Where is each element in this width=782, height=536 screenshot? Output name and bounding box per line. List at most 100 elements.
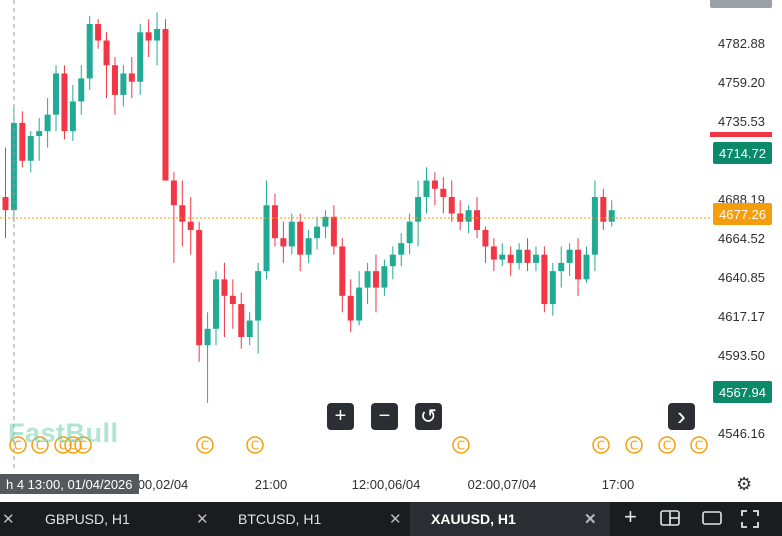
- candle-body: [297, 221, 304, 255]
- time-tick-label: 17:00: [602, 477, 635, 492]
- candle-body: [27, 136, 34, 161]
- candle-body: [431, 180, 438, 189]
- price-tick-label: 4593.50: [718, 348, 765, 363]
- economic-event-icon[interactable]: [592, 436, 610, 454]
- candle-body: [187, 221, 194, 230]
- candle-body: [221, 279, 228, 296]
- price-tick-label: 4640.85: [718, 270, 765, 285]
- candle-body: [381, 266, 388, 288]
- candle-body: [213, 279, 219, 329]
- economic-event-icon[interactable]: [31, 436, 49, 454]
- candle-body: [499, 254, 506, 260]
- candle-body: [314, 226, 321, 239]
- candle-body: [490, 246, 497, 260]
- candle-body: [238, 304, 245, 338]
- candle-body: [406, 221, 413, 244]
- candle-body: [61, 73, 68, 132]
- economic-event-glyph: C: [663, 439, 671, 453]
- price-tick-label: 4617.17: [718, 309, 765, 324]
- fastbull-logo: FastBull: [8, 418, 119, 448]
- tab-label: GBPUSD, H1: [45, 511, 130, 527]
- candle-body: [356, 287, 363, 321]
- fullscreen-icon[interactable]: [741, 510, 759, 531]
- time-tick-label: 21:00: [255, 477, 288, 492]
- candle-body: [170, 180, 177, 206]
- price-tick-label: 4546.16: [718, 426, 765, 441]
- low-price-badge: 4567.94: [713, 381, 772, 403]
- candle-body: [389, 254, 396, 267]
- candle-body: [524, 249, 531, 263]
- candle-body: [541, 254, 548, 305]
- economic-event-icon[interactable]: [452, 436, 470, 454]
- candle-body: [128, 73, 135, 82]
- candle-body: [53, 73, 60, 115]
- scroll-right-button[interactable]: ›: [668, 401, 695, 431]
- add-tab-icon[interactable]: +: [624, 504, 637, 529]
- candle-body: [36, 131, 43, 137]
- economic-event-glyph: C: [14, 439, 22, 453]
- zoom-in-button[interactable]: +: [327, 403, 354, 430]
- candle-body: [196, 229, 203, 346]
- economic-event-icon[interactable]: [246, 436, 264, 454]
- economic-event-icon[interactable]: [625, 436, 643, 454]
- economic-event-glyph: C: [36, 439, 44, 453]
- tab-gbpusd[interactable]: GBPUSD, H1 ✕: [24, 502, 217, 536]
- candle-body: [255, 271, 262, 321]
- economic-event-icon[interactable]: [196, 436, 214, 454]
- previous-close-marker: [710, 132, 772, 137]
- price-axis[interactable]: 4782.884759.204735.534688.194664.524640.…: [718, 36, 765, 441]
- close-icon[interactable]: ✕: [2, 511, 15, 528]
- current-price-badge: 4677.26: [713, 203, 772, 225]
- time-axis[interactable]: 00,02/04 21:00 12:00,06/04 02:00,07/04 17:00: [138, 477, 635, 492]
- time-tick-label: 02:00,07/04: [468, 477, 537, 492]
- candle-body: [440, 188, 447, 198]
- split-layout-icon[interactable]: [660, 510, 680, 529]
- economic-event-icon[interactable]: [658, 436, 676, 454]
- economic-event-glyph: C: [695, 439, 703, 453]
- economic-event-icon[interactable]: [9, 436, 27, 454]
- candle-body: [398, 243, 405, 255]
- economic-event-icon[interactable]: [64, 436, 82, 454]
- candle-body: [229, 295, 236, 305]
- close-icon[interactable]: ✕: [584, 511, 597, 528]
- candle-body: [69, 101, 76, 132]
- candle-body: [179, 205, 186, 222]
- candle-body: [111, 65, 118, 95]
- economic-event-icon[interactable]: [690, 436, 708, 454]
- last-price-badge: 4714.72: [713, 142, 772, 164]
- candle-body: [95, 24, 102, 41]
- tab-xauusd[interactable]: XAUUSD, H1 ✕: [410, 502, 610, 536]
- symbol-tab-bar: ✕ GBPUSD, H1 ✕ BTCUSD, H1 ✕ XAUUSD, H1 ✕…: [0, 502, 782, 536]
- crosshair-time-label: h 4 13:00, 01/04/2026: [0, 474, 139, 494]
- price-tick-label: 4759.20: [718, 75, 765, 90]
- candle-body: [288, 221, 295, 247]
- tab-btcusd[interactable]: BTCUSD, H1 ✕: [217, 502, 410, 536]
- economic-event-icon[interactable]: [74, 436, 92, 454]
- economic-event-glyph: C: [457, 439, 465, 453]
- reset-view-button[interactable]: ↺: [415, 403, 442, 430]
- price-tick-label: 4664.52: [718, 231, 765, 246]
- candle-body: [271, 205, 278, 239]
- candle-body: [347, 295, 354, 321]
- economic-event-icon[interactable]: [54, 436, 72, 454]
- gear-icon[interactable]: ⚙: [736, 474, 753, 494]
- candle-body: [10, 122, 17, 211]
- price-tick-label: 4782.88: [718, 36, 765, 51]
- tab-partial[interactable]: ✕: [0, 502, 24, 536]
- window-icon[interactable]: [702, 510, 722, 529]
- candle-body: [204, 328, 211, 346]
- candle-body: [608, 210, 615, 222]
- candle-body: [507, 254, 514, 263]
- candle-body: [448, 197, 455, 214]
- candle-body: [78, 78, 85, 102]
- candle-body: [103, 40, 110, 66]
- tab-label: XAUUSD, H1: [431, 511, 516, 527]
- zoom-out-button[interactable]: −: [371, 403, 398, 430]
- close-icon[interactable]: ✕: [389, 511, 402, 528]
- economic-event-glyph: C: [79, 439, 87, 453]
- close-icon[interactable]: ✕: [196, 511, 209, 528]
- candle-body: [516, 249, 523, 263]
- candle-body: [583, 254, 590, 280]
